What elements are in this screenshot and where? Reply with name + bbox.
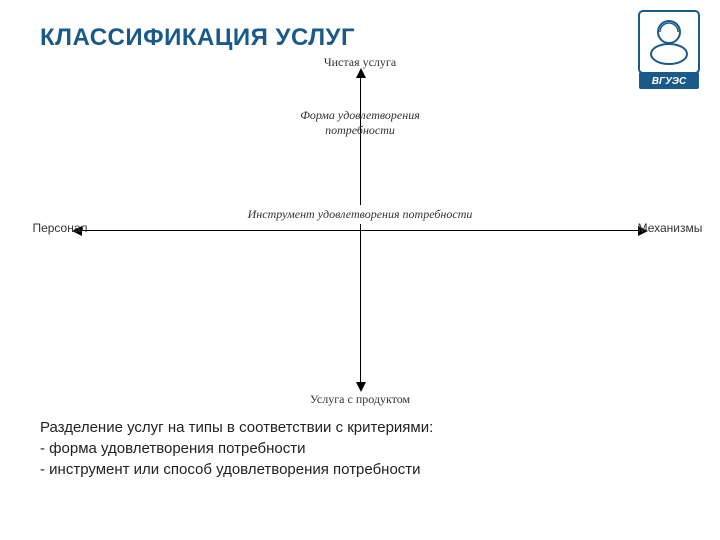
footer-line-2: - форма удовлетворения потребности <box>40 438 433 459</box>
label-top: Чистая услуга <box>250 55 470 70</box>
label-left: Персонал <box>10 221 110 235</box>
arrow-down-icon <box>356 382 366 392</box>
label-vertical-axis: Форма удовлетворенияпотребности <box>230 108 490 138</box>
page-title: КЛАССИФИКАЦИЯ УСЛУГ <box>40 24 355 52</box>
footer-line-3: - инструмент или способ удовлетворения п… <box>40 459 433 480</box>
horizontal-axis <box>80 230 640 231</box>
label-bottom: Услуга с продуктом <box>250 392 470 407</box>
axis-diagram: Чистая услуга Форма удовлетворенияпотреб… <box>50 60 670 400</box>
footer-line-1: Разделение услуг на типы в соответствии … <box>40 417 433 438</box>
label-right: Механизмы <box>615 221 720 235</box>
label-horizontal-axis: Инструмент удовлетворения потребности <box>190 205 530 224</box>
footer-description: Разделение услуг на типы в соответствии … <box>40 417 433 480</box>
